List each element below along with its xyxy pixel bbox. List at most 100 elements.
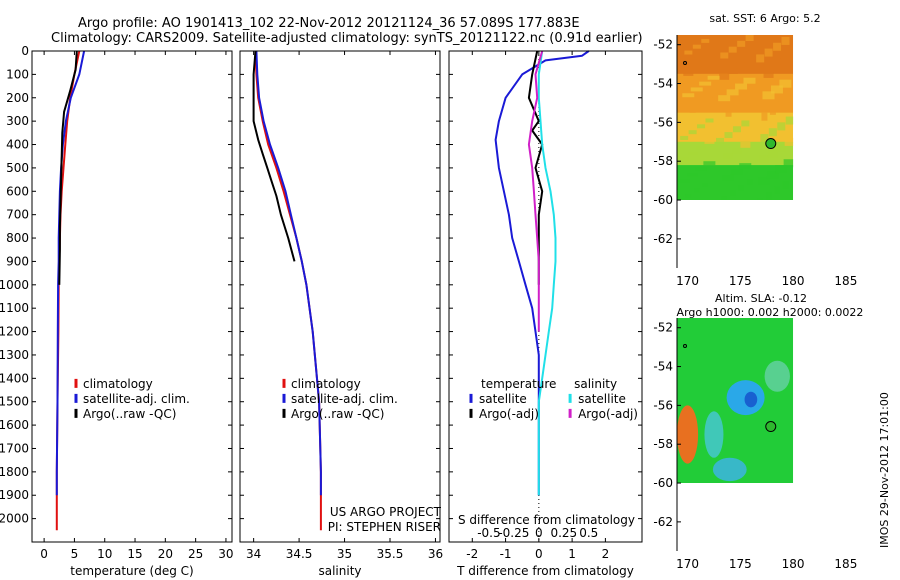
map-cell [781, 36, 790, 45]
map-cell [762, 91, 775, 100]
s-axis-label: S difference from climatology [458, 513, 635, 527]
map-y-tick-label: -52 [653, 38, 673, 52]
map-cell [689, 108, 696, 113]
map-x-tick-label: 180 [782, 274, 805, 288]
x-tick-label: -1 [500, 547, 512, 561]
map-x-tick-label: 185 [834, 557, 857, 571]
x-tick-label: 30 [218, 547, 233, 561]
x-tick-label: 15 [127, 547, 142, 561]
x-axis-label: temperature (deg C) [70, 564, 193, 578]
map-cell [756, 54, 765, 63]
map-cell [766, 170, 779, 179]
map-cell [745, 35, 754, 41]
x-tick-label: 35 [337, 547, 352, 561]
x-tick-label: 2 [602, 547, 610, 561]
x-axis-label: T difference from climatology [456, 564, 634, 578]
map-small-marker [683, 61, 687, 65]
map-cell [687, 151, 698, 156]
y-tick-label: 700 [6, 208, 29, 222]
s-tick-label: 0 [535, 526, 543, 540]
map-cell [681, 114, 688, 119]
map-cell [719, 73, 730, 80]
x-tick-label: 36 [428, 547, 443, 561]
map-cell [744, 56, 755, 63]
y-tick-label: 0 [21, 44, 29, 58]
map-feature [764, 360, 790, 392]
y-tick-label: 1200 [0, 325, 29, 339]
y-tick-label: 1500 [0, 395, 29, 409]
map-small-marker [683, 344, 687, 348]
x-tick-label: 20 [158, 547, 173, 561]
x-tick-label: 0 [535, 547, 543, 561]
map-cell [768, 128, 777, 137]
map-cell [779, 79, 792, 88]
map-cell [732, 126, 741, 133]
map-cell [782, 180, 789, 189]
map-cell [741, 120, 750, 127]
y-tick-label: 400 [6, 138, 29, 152]
map-cell [700, 60, 711, 65]
x-axis-label: salinity [318, 564, 361, 578]
map-x-tick-label: 175 [729, 274, 752, 288]
salinity-panel: 34 34.5 35 35.5 36 salinity climatologysatelli… [240, 50, 443, 578]
argo-position-marker [765, 138, 777, 150]
map-cell [680, 135, 689, 140]
map-y-tick-label: -58 [653, 154, 673, 168]
map-cell [685, 194, 692, 199]
map-cell [731, 147, 742, 154]
s-tick-label: -0.25 [498, 526, 529, 540]
map-y-tick-label: -54 [653, 77, 673, 91]
map-title: Altim. SLA: -0.12 [715, 292, 807, 305]
map-x-tick-label: 175 [729, 557, 752, 571]
y-tick-label: 1700 [0, 441, 29, 455]
map-cell [774, 186, 781, 195]
x-tick-label: 35.5 [377, 547, 404, 561]
map-feature [712, 457, 747, 482]
legend-label: satellite [578, 392, 626, 406]
s-tick-label: 0.25 [550, 526, 577, 540]
difference-frame [448, 50, 643, 543]
map-cell [730, 168, 743, 175]
map-cell [760, 134, 769, 143]
y-tick-label: 1800 [0, 465, 29, 479]
map-y-tick-label: -52 [653, 321, 673, 335]
argo-position-marker [765, 421, 777, 433]
map-cell [746, 178, 753, 185]
map-cell [763, 69, 774, 78]
map-cell [743, 77, 756, 84]
map-x-tick-label: 180 [782, 557, 805, 571]
map-cell [769, 106, 776, 115]
series-line-2 [58, 50, 78, 285]
map-cell [723, 153, 734, 160]
series-line-2 [537, 50, 557, 496]
map-cell [696, 145, 706, 150]
map-cell [707, 75, 720, 80]
y-tick-label: 1100 [0, 301, 29, 315]
map-cell [736, 62, 747, 69]
x-tick-label: 0 [40, 547, 48, 561]
map-cell [678, 178, 691, 183]
map-cell [704, 139, 715, 144]
map-cell [772, 64, 782, 73]
annotation-label: US ARGO PROJECT [330, 505, 442, 519]
x-tick-label: -2 [466, 547, 478, 561]
map-title: sat. SST: 6 Argo: 5.2 [709, 12, 820, 25]
map-cell [785, 116, 794, 125]
map-cell [679, 157, 690, 162]
map-cell [758, 176, 771, 185]
map-y-tick-label: -60 [653, 476, 673, 490]
map-cell [684, 50, 693, 55]
map-y-tick-label: -60 [653, 193, 673, 207]
map-cell [737, 40, 746, 47]
difference-panel: -2 -1 0 1 2 -0.5-0.25 0 0.25 0.5S difference fro… [449, 50, 642, 578]
x-tick-label: 1 [568, 547, 576, 561]
y-tick-label: 300 [6, 114, 29, 128]
map-y-tick-label: -62 [653, 515, 673, 529]
map-x-tick-label: 185 [834, 274, 857, 288]
y-tick-label: 800 [6, 231, 29, 245]
legend-group-title: salinity [574, 377, 617, 391]
map-subtitle: Argo h1000: 0.002 h2000: 0.0022 [677, 306, 864, 319]
legend-label: Argo(..raw -QC) [83, 407, 176, 421]
map-y-tick-label: -62 [653, 232, 673, 246]
